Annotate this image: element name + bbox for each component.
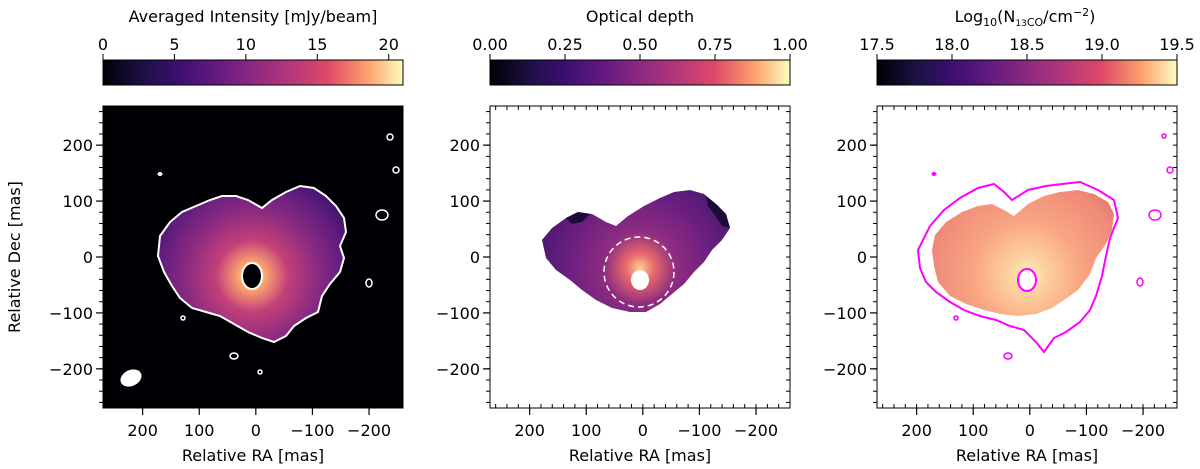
panel-column-density: Log10(N13CO/cm−2) 17.5 18.0 18.5 19.0 19.5 2…	[823, 6, 1195, 465]
magenta-blob	[1136, 277, 1144, 287]
colorbar-tick-label: 0.75	[697, 35, 733, 54]
x-tick-label: 200	[127, 421, 158, 440]
xlabel-intensity: Relative RA [mas]	[182, 446, 324, 465]
magenta-blob	[1166, 166, 1174, 174]
label-sup: −2	[1073, 6, 1089, 19]
y-tick-label: −200	[823, 360, 867, 379]
colorbar-ticks-intensity: 0 5 10 15 20	[98, 35, 399, 60]
y-tick-label: 0	[470, 248, 480, 267]
x-tick-label: 200	[901, 421, 932, 440]
colorbar-tick-label: 0.50	[622, 35, 658, 54]
contour-blob	[375, 209, 389, 221]
magenta-blob	[953, 315, 959, 321]
colorbar-tick-label: 19.0	[1084, 35, 1120, 54]
emission-contour-intensity	[156, 184, 348, 344]
column-density-contour	[916, 180, 1120, 354]
colorbar-label-optical-depth: Optical depth	[586, 7, 694, 26]
contour-blob	[157, 172, 163, 176]
label-sub-13: 13	[1015, 19, 1026, 29]
x-tick-label: −100	[290, 421, 334, 440]
axis-ticks: 200 100 0 −100 −200 200 100 0 −100 −200	[436, 106, 791, 440]
magenta-blob	[1161, 133, 1167, 139]
column-density-region	[932, 190, 1114, 316]
colorbar-tick-label: 18.0	[934, 35, 970, 54]
ylabel-intensity: Relative Dec [mas]	[5, 181, 24, 333]
contour-blob	[229, 352, 239, 360]
colorbar-tick-label: 1.00	[772, 35, 808, 54]
xlabel-optical-depth: Relative RA [mas]	[569, 446, 711, 465]
axis-ticks: 200 100 0 −100 −200 200 100 0 −100 −200	[823, 106, 1178, 440]
x-tick-label: 100	[184, 421, 215, 440]
central-hole-column-density	[1017, 268, 1037, 292]
x-tick-label: −100	[677, 421, 721, 440]
y-tick-label: 200	[449, 136, 480, 155]
x-tick-label: 0	[638, 421, 648, 440]
x-tick-label: 100	[958, 421, 989, 440]
colorbar-ticks-column-density: 17.5 18.0 18.5 19.0 19.5	[859, 35, 1195, 60]
y-tick-label: 200	[836, 136, 867, 155]
central-hole-intensity	[241, 262, 263, 290]
panel-optical-depth: Optical depth 0.00 0.25 0.50 0.75 1.00 200 10…	[436, 7, 808, 465]
y-tick-label: −100	[49, 304, 93, 323]
colorbar-tick-label: 18.5	[1009, 35, 1045, 54]
x-tick-label: −200	[347, 421, 391, 440]
colorbar-tick-label: 0	[98, 35, 108, 54]
x-tick-label: −100	[1064, 421, 1108, 440]
x-tick-label: 100	[571, 421, 602, 440]
y-tick-label: 100	[62, 192, 93, 211]
magenta-blob	[1148, 209, 1162, 221]
label-log: Log	[955, 7, 984, 26]
y-tick-label: 100	[836, 192, 867, 211]
y-tick-label: 100	[449, 192, 480, 211]
axis-ticks: 200 100 0 −100 −200 200 100 0 −100 −200	[49, 106, 404, 440]
label-close: )	[1089, 7, 1095, 26]
colorbar-optical-depth	[489, 59, 791, 86]
contour-blob	[257, 369, 263, 375]
colorbar-tick-label: 10	[236, 35, 256, 54]
optical-depth-region	[542, 190, 730, 312]
colorbar-label-column-density: Log10(N13CO/cm−2)	[955, 6, 1096, 29]
x-tick-label: −200	[734, 421, 778, 440]
y-tick-label: −200	[49, 360, 93, 379]
dark-edge-patch	[566, 212, 590, 224]
y-tick-label: 0	[83, 248, 93, 267]
label-sub-10: 10	[983, 16, 997, 29]
y-tick-label: −100	[823, 304, 867, 323]
x-tick-label: −200	[1121, 421, 1165, 440]
x-tick-label: 0	[1025, 421, 1035, 440]
contour-blob	[180, 315, 186, 321]
panel-averaged-intensity: Averaged Intensity [mJy/beam] 0 5 10 15 20 2…	[5, 7, 404, 465]
central-hole-optical-depth	[631, 270, 649, 290]
colorbar-column-density	[876, 59, 1178, 86]
label-sub-co: CO	[1027, 16, 1044, 29]
magenta-blob	[931, 172, 937, 176]
colorbar-intensity	[102, 59, 404, 86]
label-paren-n: (N	[997, 7, 1015, 26]
y-tick-label: −100	[436, 304, 480, 323]
y-tick-label: −200	[436, 360, 480, 379]
colorbar-tick-label: 0.00	[472, 35, 508, 54]
x-tick-label: 0	[251, 421, 261, 440]
colorbar-ticks-optical-depth: 0.00 0.25 0.50 0.75 1.00	[472, 35, 808, 60]
y-tick-label: 0	[857, 248, 867, 267]
y-tick-label: 200	[62, 136, 93, 155]
colorbar-tick-label: 19.5	[1159, 35, 1195, 54]
dashed-circle	[603, 236, 675, 308]
label-unit: /cm	[1043, 7, 1073, 26]
dark-edge-patch	[706, 196, 730, 228]
x-tick-label: 200	[514, 421, 545, 440]
colorbar-tick-label: 15	[307, 35, 327, 54]
contour-blob	[392, 166, 400, 174]
colorbar-label-intensity: Averaged Intensity [mJy/beam]	[129, 7, 378, 26]
colorbar-tick-label: 20	[379, 35, 399, 54]
magenta-blob	[1003, 352, 1013, 360]
contour-blob	[365, 278, 373, 288]
colorbar-tick-label: 0.25	[547, 35, 583, 54]
xlabel-column-density: Relative RA [mas]	[956, 446, 1098, 465]
contour-blob	[386, 133, 394, 141]
colorbar-tick-label: 5	[169, 35, 179, 54]
colorbar-tick-label: 17.5	[859, 35, 895, 54]
beam-ellipse	[120, 369, 142, 387]
